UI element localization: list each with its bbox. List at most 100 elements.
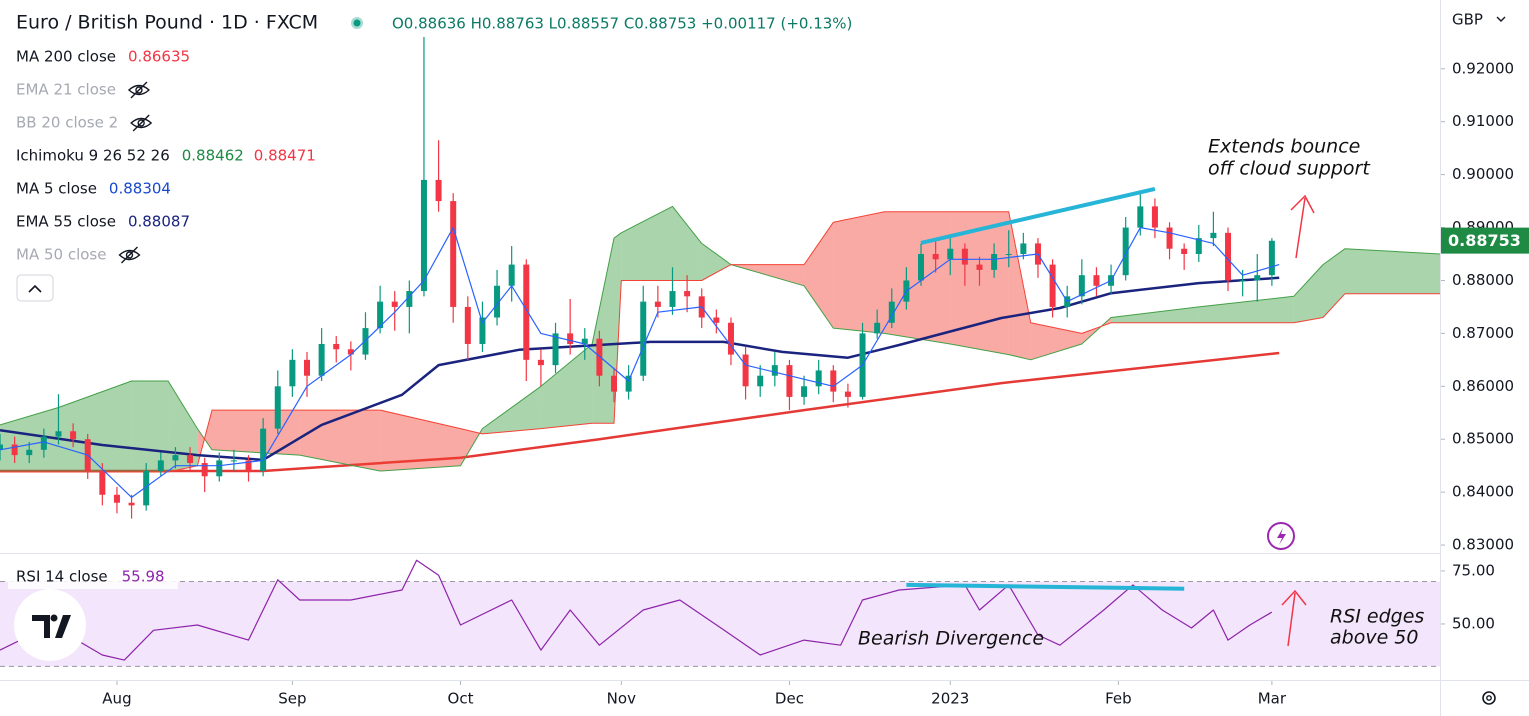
last-price-label: 0.88753 <box>1448 231 1521 250</box>
candle-body <box>932 254 939 260</box>
annotation: RSI edges <box>1330 606 1424 628</box>
candle-body <box>844 391 851 397</box>
candle-body <box>289 359 296 387</box>
legend-name: EMA 21 close <box>16 81 116 99</box>
candle-body <box>947 248 954 260</box>
annotation: Bearish Divergence <box>858 628 1044 650</box>
candle-body <box>494 285 501 318</box>
candle-body <box>391 301 398 307</box>
candle-body <box>99 470 106 495</box>
hidden-eye-icon <box>130 114 153 132</box>
collapse-button[interactable] <box>16 274 54 302</box>
x-tick-label: 2023 <box>931 690 969 708</box>
candle-body <box>991 254 998 270</box>
candle-body <box>1166 227 1173 249</box>
cloud-fill <box>540 344 593 429</box>
y-tick-label: 50.00 <box>1452 614 1495 632</box>
candle-body <box>245 460 252 471</box>
logo-dot <box>50 614 58 622</box>
last-price-tag <box>1440 227 1529 254</box>
quote: O0.88636 H0.88763 L0.88557 C0.88753 +0.0… <box>392 15 852 33</box>
candle-body <box>508 264 515 286</box>
candle-body <box>523 264 530 360</box>
cloud-fill <box>1111 306 1199 323</box>
legend-name: BB 20 close 2 <box>16 114 118 132</box>
candle-body <box>611 375 618 392</box>
x-tick-label: Oct <box>448 690 474 708</box>
legend-value: 0.88304 <box>109 180 171 198</box>
cloud-fill <box>621 206 673 281</box>
gear-ring <box>1482 691 1496 705</box>
cloud-fill <box>131 381 169 472</box>
market-status-dot <box>353 19 361 27</box>
y-tick-label: 0.92000 <box>1452 59 1514 77</box>
candle-body <box>757 375 764 387</box>
cloud-fill <box>592 238 614 424</box>
candle-body <box>727 322 734 355</box>
candle-body <box>274 386 281 429</box>
cloud-fill <box>614 232 622 424</box>
candle-body <box>420 179 427 292</box>
settings-icon[interactable] <box>1482 691 1496 705</box>
annotation: off cloud support <box>1208 158 1371 180</box>
x-tick-label: Dec <box>775 690 804 708</box>
eye-strike <box>132 114 150 132</box>
x-tick-label: Sep <box>278 690 306 708</box>
candle-body <box>479 317 486 344</box>
legend-value: 0.88462 <box>182 147 244 165</box>
cloud-fill <box>1008 211 1031 360</box>
currency-dropdown-icon <box>1496 16 1506 22</box>
candle-body <box>567 333 574 344</box>
legend-value: 0.86635 <box>128 48 190 66</box>
y-tick-label: 0.83000 <box>1452 536 1514 554</box>
chart-title: Euro / British Pound · 1D · FXCM <box>16 12 318 34</box>
candle-body <box>1254 275 1261 281</box>
cloud-fill <box>212 410 300 456</box>
eye-pupil <box>125 251 134 259</box>
candle-body <box>830 370 837 392</box>
candle-body <box>450 201 457 307</box>
alert-bolt <box>1277 528 1286 545</box>
gear-hub <box>1486 695 1492 701</box>
cloud-fill <box>701 243 731 281</box>
candle-body <box>684 291 691 297</box>
cloud-fill <box>1345 248 1440 294</box>
eye-strike <box>120 246 138 264</box>
candle-body <box>70 431 77 440</box>
legend-name: Ichimoku 9 26 52 26 <box>16 147 170 165</box>
y-tick-label: 0.88000 <box>1452 271 1514 289</box>
candle-body <box>260 428 267 471</box>
candle-body <box>143 470 150 506</box>
cloud-fill <box>1293 264 1323 323</box>
x-tick-label: Nov <box>607 690 636 708</box>
candle-body <box>55 431 62 437</box>
cloud-fill <box>1323 248 1345 318</box>
candle-body <box>187 455 194 464</box>
candle-body <box>40 436 47 450</box>
candle-body <box>742 354 749 387</box>
cloud-fill <box>804 222 834 329</box>
candle-body <box>1151 206 1158 228</box>
annotation-arrow <box>1295 197 1306 259</box>
candle-body <box>157 460 164 471</box>
y-tick-label: 0.86000 <box>1452 377 1514 395</box>
candle-body <box>1005 254 1012 256</box>
candle-body <box>640 301 647 376</box>
candle-body <box>1268 240 1275 276</box>
alert-icon[interactable] <box>1267 522 1295 550</box>
legend-value: 0.88087 <box>128 213 190 231</box>
candle-body <box>362 328 369 355</box>
candle-body <box>976 264 983 270</box>
candle-body <box>172 455 179 461</box>
candle-body <box>1239 280 1246 282</box>
candle-body <box>1137 206 1144 228</box>
candle-body <box>318 343 325 376</box>
cloud-fill <box>380 410 461 471</box>
candle-body <box>537 359 544 366</box>
candle-body <box>771 365 778 376</box>
cloud-fill <box>1030 322 1082 360</box>
candle-body <box>961 248 968 265</box>
candle-body <box>1020 243 1027 255</box>
candle-body <box>435 179 442 202</box>
